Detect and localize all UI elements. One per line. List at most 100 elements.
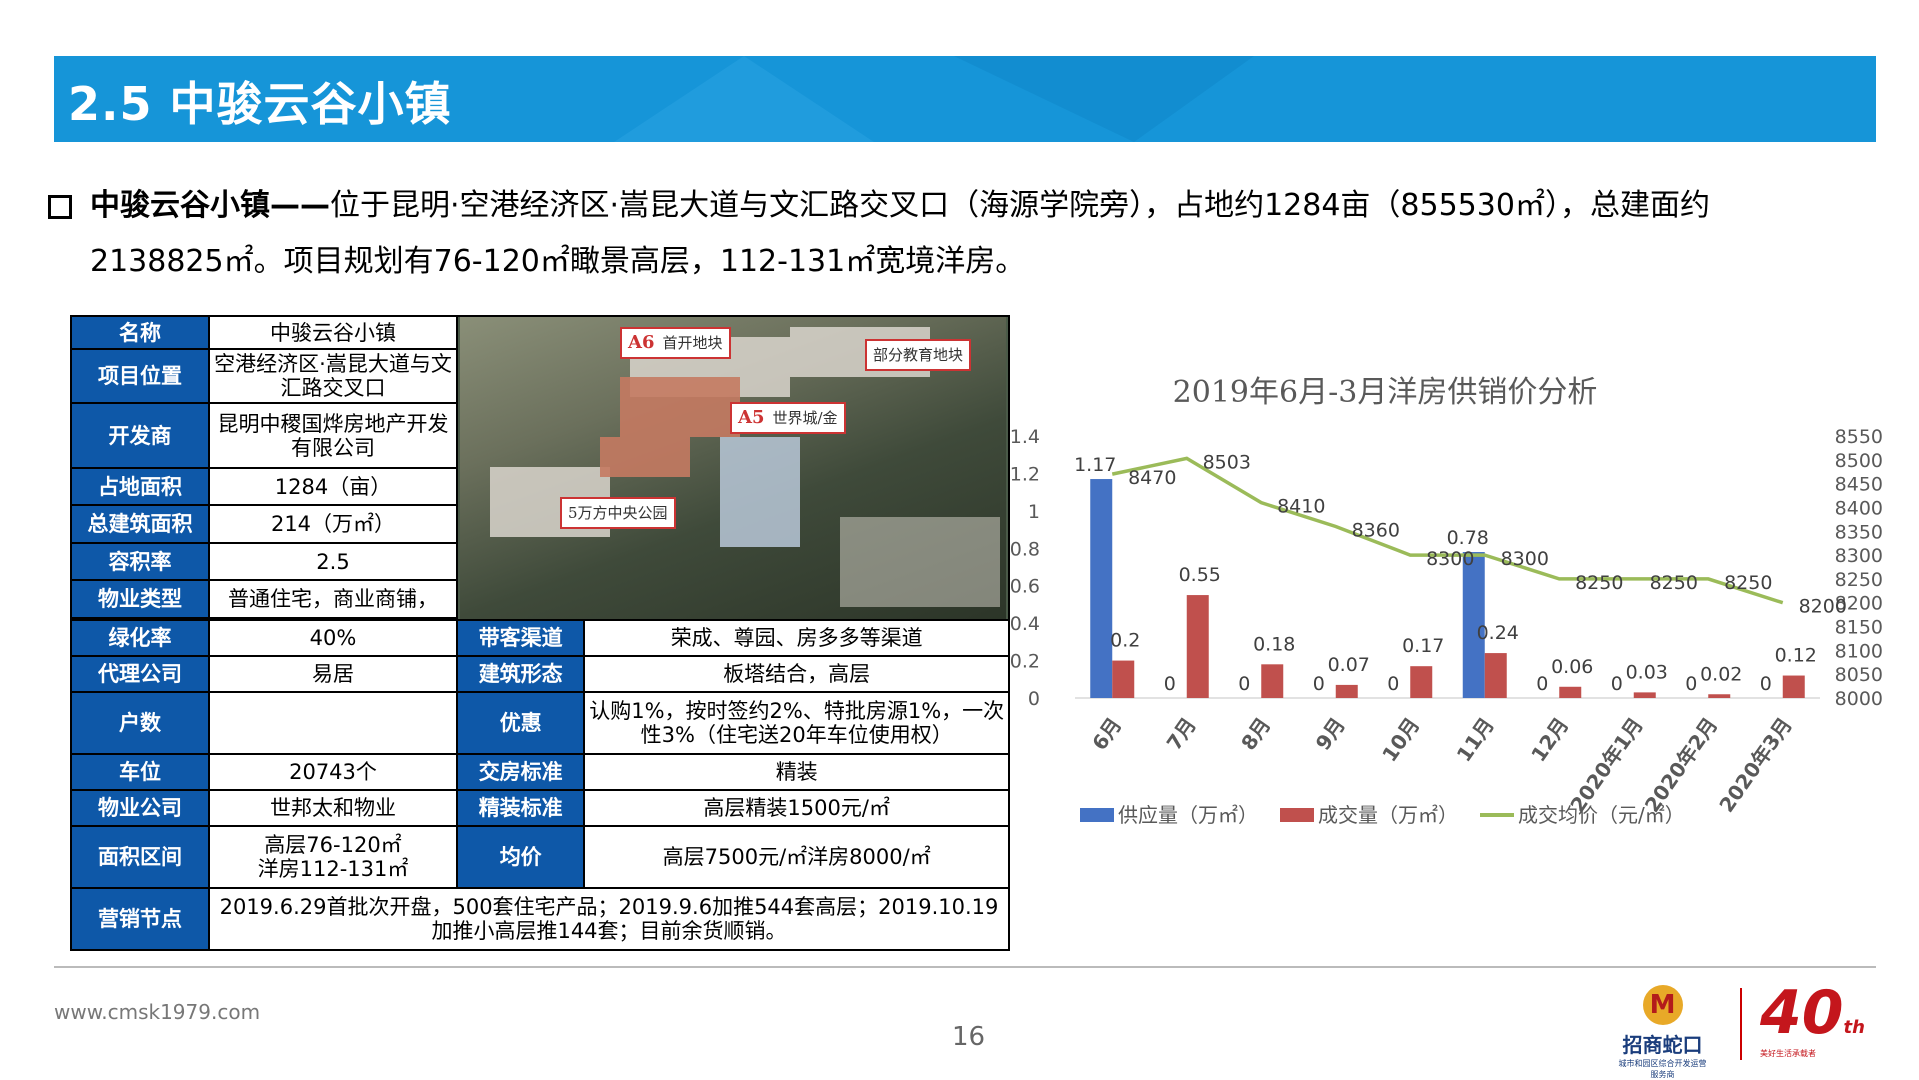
y-right-tick-label: 8200 (1835, 593, 1883, 615)
callout-education: 部分教育地块 (865, 339, 972, 371)
land-area-label: 占地面积 (70, 466, 210, 507)
deal-data-label: 0.55 (1179, 564, 1221, 586)
legend-supply-label: 供应量（万㎡） (1118, 803, 1258, 827)
supply-data-label: 0 (1536, 673, 1548, 695)
supply-data-label: 0 (1685, 673, 1697, 695)
y-left-tick-label: 1 (1028, 501, 1040, 523)
deal-data-label: 0.12 (1775, 645, 1817, 667)
developer-value: 昆明中稷国烨房地产开发有限公司 (208, 402, 458, 469)
building-form-value: 板塔结合，高层 (583, 655, 1010, 693)
price-data-label: 8250 (1650, 572, 1698, 594)
finish-value: 高层精装1500元/㎡ (583, 789, 1010, 827)
price-data-label: 8250 (1724, 572, 1772, 594)
cmsk-logo-icon: M (1642, 985, 1683, 1025)
deal-bar (1186, 595, 1209, 698)
legend-price-label: 成交均价（元/㎡） (1518, 803, 1685, 827)
footer-url[interactable]: www.cmsk1979.com (54, 1000, 261, 1024)
brand-name: 招商蛇口 (1622, 1033, 1703, 1057)
name-value: 中骏云谷小镇 (208, 314, 458, 351)
y-left-tick-label: 0.2 (1010, 651, 1040, 673)
supply-data-label: 1.17 (1074, 454, 1116, 476)
deal-bar (1782, 675, 1805, 698)
y-right-tick-label: 8100 (1835, 640, 1883, 662)
supply-data-label: 0.78 (1447, 527, 1489, 549)
deal-bar (1335, 684, 1358, 698)
supply-data-label: 0 (1760, 673, 1772, 695)
parking-value: 20743个 (208, 753, 458, 791)
page-title: 2.5 中骏云谷小镇 (68, 77, 452, 131)
x-tick-label: 2020年3月 (1714, 713, 1797, 817)
anniversary-subtitle: 美好生活承载者 (1760, 1049, 1816, 1058)
supply-data-label: 0 (1611, 673, 1623, 695)
location-value: 空港经济区·嵩昆大道与文汇路交叉口 (208, 348, 458, 405)
y-left-tick-label: 0 (1028, 688, 1040, 710)
marketing-label: 营销节点 (70, 887, 210, 951)
project-info-table: 名称 中骏云谷小镇 A6 首开地块 A5 世界城/金 部分教育地块 5万方中央公园 … (70, 314, 1010, 951)
y-right-tick-label: 8300 (1835, 545, 1883, 567)
supply-data-label: 0 (1313, 673, 1325, 695)
deal-bar (1484, 653, 1507, 698)
green-ratio-value: 40% (208, 619, 458, 657)
price-data-label: 8300 (1501, 548, 1549, 570)
banner-decoration (614, 56, 874, 142)
supply-bar (1462, 552, 1485, 698)
deal-bar (1112, 660, 1135, 698)
x-tick-label: 2020年2月 (1640, 713, 1723, 817)
deal-data-label: 0.06 (1551, 656, 1593, 678)
y-left-tick-label: 1.2 (1010, 463, 1040, 485)
deal-data-label: 0.07 (1328, 654, 1370, 676)
promo-value: 认购1%，按时签约2%、特批房源1%，一次性3%（住宅送20年车位使用权） (583, 691, 1010, 755)
units-value (208, 691, 458, 755)
supply-bar (1090, 479, 1113, 698)
property-mgmt-label: 物业公司 (70, 789, 210, 827)
deal-data-label: 0.18 (1253, 633, 1295, 655)
callout-a5: A5 世界城/金 (730, 402, 846, 434)
banner-decoration (954, 56, 1254, 142)
x-tick-label: 6月 (1087, 713, 1126, 755)
x-tick-label: 11月 (1452, 713, 1499, 766)
footer-divider (54, 966, 1876, 968)
price-value: 高层7500元/㎡洋房8000/㎡ (583, 825, 1010, 889)
bullet-square-icon (48, 195, 72, 219)
price-line (1111, 456, 1784, 605)
x-tick-label: 7月 (1162, 713, 1201, 755)
parking-label: 车位 (70, 753, 210, 791)
intro-line-2: 2138825㎡。项目规划有76-120㎡瞰景高层，112-131㎡宽境洋房。 (90, 244, 1026, 279)
price-data-label: 8300 (1426, 548, 1474, 570)
x-tick-label: 10月 (1377, 713, 1424, 766)
project-name-lead: 中骏云谷小镇—— (90, 188, 330, 223)
x-tick-label: 9月 (1311, 713, 1350, 755)
y-right-tick-label: 8550 (1835, 426, 1883, 448)
area-range-label: 面积区间 (70, 825, 210, 889)
brand-subtitle: 城市和园区综合开发运营服务商 (1618, 1059, 1707, 1079)
legend-supply-swatch (1080, 808, 1114, 822)
legend-deal-label: 成交量（万㎡） (1318, 803, 1458, 827)
units-label: 户数 (70, 691, 210, 755)
y-right-tick-label: 8450 (1835, 474, 1883, 496)
property-mgmt-value: 世邦太和物业 (208, 789, 458, 827)
land-area-value: 1284（亩） (208, 466, 458, 507)
deal-data-label: 0.03 (1626, 661, 1668, 683)
name-label: 名称 (70, 314, 210, 351)
deal-data-label: 0.24 (1477, 622, 1519, 644)
supply-data-label: 0 (1387, 673, 1399, 695)
finish-label: 精装标准 (455, 789, 586, 827)
legend-deal-swatch (1280, 808, 1314, 822)
y-right-tick-label: 8350 (1835, 521, 1883, 543)
price-data-label: 8360 (1352, 520, 1400, 542)
far-value: 2.5 (208, 541, 458, 582)
deal-bar (1559, 686, 1582, 698)
developer-label: 开发商 (70, 402, 210, 469)
y-right-tick-label: 8250 (1835, 569, 1883, 591)
chart-title: 2019年6月-3月洋房供销价分析 (1173, 375, 1598, 410)
price-data-label: 8200 (1799, 596, 1847, 618)
x-tick-label: 8月 (1236, 713, 1275, 755)
far-label: 容积率 (70, 541, 210, 582)
cmsk-logo: M 招商蛇口 城市和园区综合开发运营服务商 (1615, 985, 1710, 1080)
anniversary-logo: 40th (1760, 978, 1865, 1048)
deal-bar (1261, 664, 1284, 698)
channel-value: 荣成、尊园、房多多等渠道 (583, 619, 1010, 657)
gfa-value: 214（万㎡） (208, 504, 458, 544)
y-left-tick-label: 0.4 (1010, 613, 1040, 635)
channel-label: 带客渠道 (455, 619, 586, 657)
